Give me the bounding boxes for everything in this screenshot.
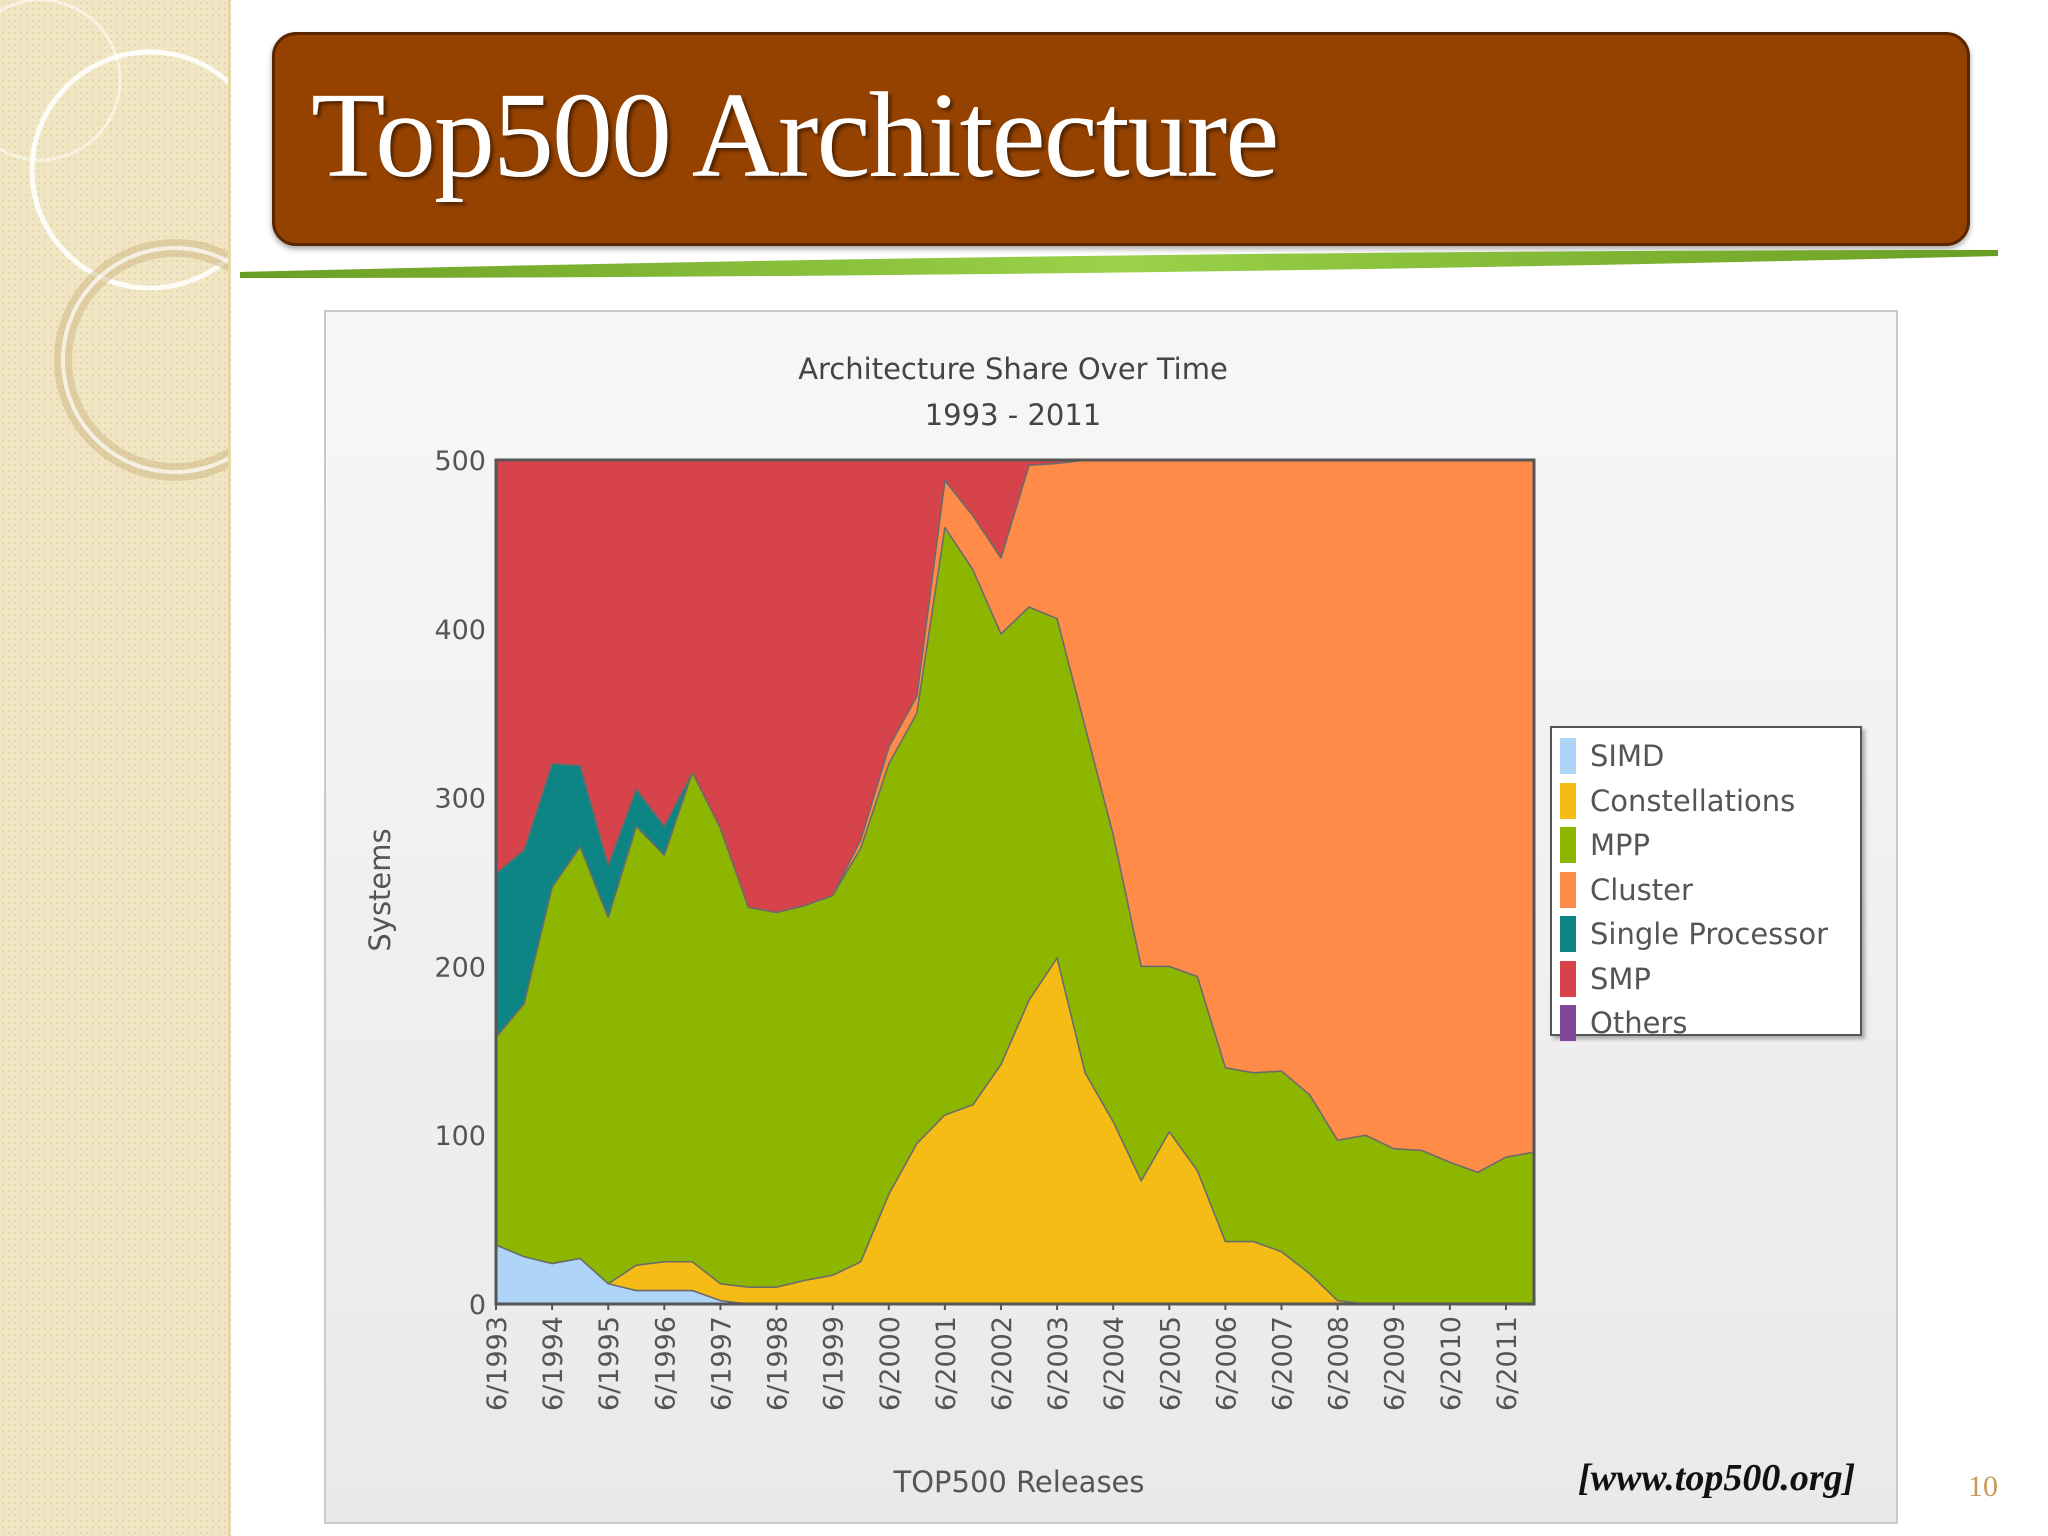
x-tick-label: 6/2011: [1492, 1316, 1523, 1411]
chart-subtitle: 1993 - 2011: [925, 398, 1102, 432]
y-tick-label: 300: [434, 784, 486, 815]
legend-swatch: [1560, 1005, 1576, 1042]
legend-item-others: Others: [1552, 1001, 1860, 1046]
source-citation: [www.top500.org]: [1578, 1457, 1856, 1499]
legend-label: MPP: [1590, 828, 1650, 863]
x-tick-label: 6/2009: [1380, 1316, 1411, 1411]
x-tick-label: 6/2008: [1324, 1316, 1355, 1411]
x-tick-label: 6/1994: [538, 1316, 569, 1411]
x-tick-label: 6/2006: [1211, 1316, 1242, 1411]
legend-item-constellations: Constellations: [1552, 779, 1860, 824]
legend-swatch: [1560, 738, 1576, 775]
y-tick-label: 100: [434, 1121, 486, 1152]
x-tick-label: 6/1997: [706, 1316, 737, 1411]
legend-label: SIMD: [1590, 739, 1665, 774]
chart-legend: SIMD Constellations MPP Cluster Single P…: [1550, 726, 1862, 1042]
legend-item-simd: SIMD: [1552, 734, 1860, 779]
y-axis-label: Systems: [363, 828, 397, 951]
legend-swatch: [1560, 916, 1576, 953]
x-tick-label: 6/1999: [819, 1316, 850, 1411]
x-tick-label: 6/2001: [931, 1316, 962, 1411]
slide-title: Top500 Architecture: [311, 68, 1279, 203]
decorative-circles: [0, 0, 228, 481]
legend-swatch: [1560, 827, 1576, 864]
x-tick-label: 6/1995: [594, 1316, 625, 1411]
x-tick-label: 6/2003: [1043, 1316, 1074, 1411]
title-banner: Top500 Architecture: [272, 32, 1970, 246]
legend-swatch: [1560, 960, 1576, 997]
legend-item-single-processor: Single Processor: [1552, 912, 1860, 957]
legend-swatch: [1560, 782, 1576, 819]
y-tick-label: 0: [469, 1290, 486, 1321]
plot-border: [494, 458, 1536, 1306]
chart-title: Architecture Share Over Time: [798, 352, 1228, 386]
legend-swatch: [1560, 871, 1576, 908]
x-tick-label: 6/1996: [650, 1316, 681, 1411]
chart-panel: Architecture Share Over Time 1993 - 2011…: [324, 310, 1898, 1524]
legend-label: Single Processor: [1590, 917, 1829, 952]
x-tick-label: 6/2000: [875, 1316, 906, 1411]
legend-label: Constellations: [1590, 783, 1796, 818]
x-tick-label: 6/2010: [1436, 1316, 1467, 1411]
y-tick-label: 500: [434, 446, 486, 477]
page-number: 10: [1968, 1470, 1998, 1503]
x-axis-label: TOP500 Releases: [892, 1465, 1144, 1499]
legend-item-mpp: MPP: [1552, 823, 1860, 868]
green-divider: [240, 250, 1998, 278]
legend-label: Cluster: [1590, 872, 1693, 907]
x-tick-label: 6/2005: [1155, 1316, 1186, 1411]
x-tick-label: 6/2004: [1099, 1316, 1130, 1411]
legend-label: Others: [1590, 1006, 1688, 1041]
x-tick-label: 6/1993: [482, 1316, 513, 1411]
legend-item-cluster: Cluster: [1552, 868, 1860, 913]
y-tick-label: 400: [434, 615, 486, 646]
architecture-area-chart: Architecture Share Over Time 1993 - 2011…: [363, 352, 1536, 1499]
legend-item-smp: SMP: [1552, 957, 1860, 1002]
decorative-left-band: [0, 0, 231, 1536]
x-tick-label: 6/2007: [1268, 1316, 1299, 1411]
y-tick-label: 200: [434, 952, 486, 983]
legend-label: SMP: [1590, 961, 1651, 996]
x-tick-label: 6/2002: [987, 1316, 1018, 1411]
x-tick-label: 6/1998: [763, 1316, 794, 1411]
